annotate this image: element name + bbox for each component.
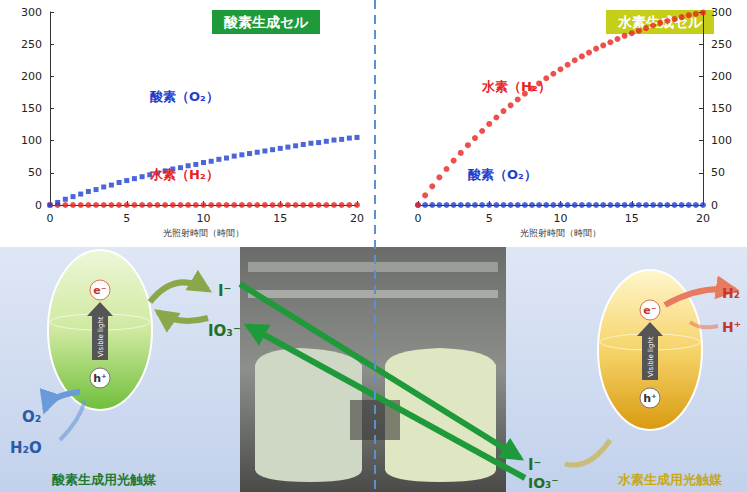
svg-text:水素（H₂）: 水素（H₂）	[481, 79, 551, 94]
svg-text:100: 100	[21, 134, 42, 147]
svg-text:15: 15	[273, 212, 287, 225]
svg-text:50: 50	[711, 166, 725, 179]
svg-text:Visible light: Visible light	[647, 336, 655, 377]
svg-text:h⁺: h⁺	[643, 392, 657, 405]
svg-text:I⁻: I⁻	[218, 282, 232, 300]
svg-text:300: 300	[711, 6, 732, 19]
svg-text:h⁺: h⁺	[93, 372, 107, 385]
svg-text:光照射時間（時間）: 光照射時間（時間）	[163, 228, 244, 238]
svg-text:e⁻: e⁻	[643, 304, 656, 317]
svg-text:250: 250	[21, 38, 42, 51]
svg-text:H₂O: H₂O	[10, 439, 42, 457]
svg-text:50: 50	[28, 166, 42, 179]
svg-text:5: 5	[123, 212, 130, 225]
svg-text:200: 200	[711, 70, 732, 83]
svg-text:Visible light: Visible light	[97, 316, 105, 357]
svg-text:20: 20	[696, 212, 710, 225]
svg-text:光照射時間（時間）: 光照射時間（時間）	[520, 228, 601, 238]
svg-text:10: 10	[197, 212, 211, 225]
svg-text:200: 200	[21, 70, 42, 83]
svg-text:酸素（O₂）: 酸素（O₂）	[468, 167, 537, 182]
svg-text:水素生成セル: 水素生成セル	[618, 14, 702, 30]
svg-text:水素生成用光触媒: 水素生成用光触媒	[617, 472, 723, 487]
svg-text:水素（H₂）: 水素（H₂）	[149, 167, 219, 182]
svg-text:15: 15	[625, 212, 639, 225]
svg-text:10: 10	[554, 212, 568, 225]
svg-text:O₂: O₂	[22, 408, 41, 426]
svg-text:酸素（O₂）: 酸素（O₂）	[150, 89, 219, 104]
svg-text:0: 0	[47, 212, 54, 225]
svg-text:IO₃⁻: IO₃⁻	[528, 475, 559, 491]
svg-text:e⁻: e⁻	[93, 284, 106, 297]
svg-text:H₂: H₂	[722, 285, 740, 301]
svg-text:H⁺: H⁺	[722, 319, 741, 335]
svg-text:0: 0	[35, 199, 42, 212]
svg-text:300: 300	[21, 6, 42, 19]
svg-text:100: 100	[711, 134, 732, 147]
svg-text:IO₃⁻: IO₃⁻	[208, 322, 241, 340]
svg-text:150: 150	[711, 102, 732, 115]
svg-text:5: 5	[486, 212, 493, 225]
svg-text:酸素生成用光触媒: 酸素生成用光触媒	[52, 472, 157, 487]
svg-text:250: 250	[711, 38, 732, 51]
svg-text:150: 150	[21, 102, 42, 115]
svg-text:20: 20	[350, 212, 364, 225]
svg-text:0: 0	[711, 199, 718, 212]
svg-text:I⁻: I⁻	[528, 456, 542, 474]
svg-text:酸素生成セル: 酸素生成セル	[224, 14, 309, 30]
svg-text:0: 0	[415, 212, 422, 225]
